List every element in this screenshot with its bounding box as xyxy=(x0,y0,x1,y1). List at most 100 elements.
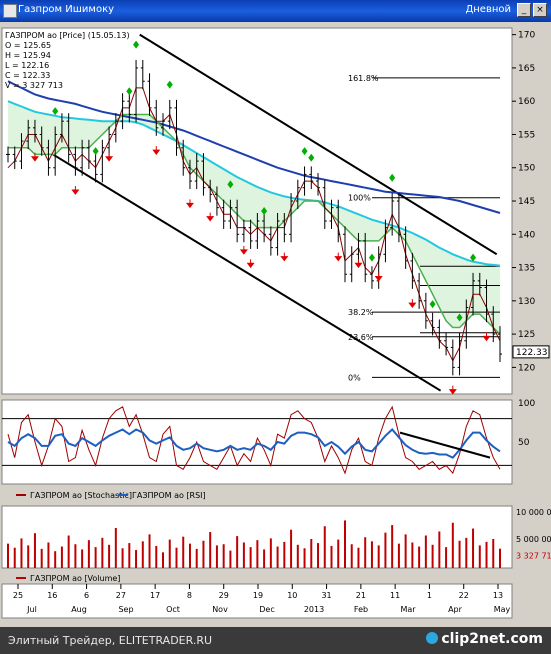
fib-level-label: 38.2% xyxy=(348,308,374,317)
month-label: Jul xyxy=(26,605,37,614)
day-label: 8 xyxy=(187,591,192,600)
price-ytick-label: 125 xyxy=(518,330,535,340)
fib-level-label: 0% xyxy=(348,373,361,382)
logo-icon xyxy=(426,632,439,644)
price-info-line: ГАЗПРОМ ао [Price] (15.05.13) xyxy=(5,31,130,40)
price-ytick-label: 145 xyxy=(518,197,535,207)
price-info-line: V = 3 327 713 xyxy=(5,81,63,90)
buy-signal-marker xyxy=(126,87,133,96)
price-ytick-label: 165 xyxy=(518,64,535,74)
day-label: 19 xyxy=(253,591,263,600)
buy-signal-marker xyxy=(456,313,463,322)
month-label: Feb xyxy=(354,605,368,614)
moving-average-light xyxy=(7,100,501,267)
month-label: Apr xyxy=(448,605,463,614)
price-ytick-label: 160 xyxy=(518,97,535,107)
month-label: 2013 xyxy=(304,605,324,614)
month-label: May xyxy=(494,605,511,614)
sell-signal-marker xyxy=(105,152,114,162)
price-ytick-label: 140 xyxy=(518,230,535,240)
kijun-line xyxy=(8,113,501,335)
minimize-button[interactable]: _ xyxy=(517,3,531,17)
volume-ytick-label: 10 000 000 xyxy=(516,508,551,517)
ichimoku-cloud xyxy=(8,101,500,335)
legend-stochastic-label: ГАЗПРОМ ао [Stochastic] xyxy=(30,491,132,500)
trend-channel-line xyxy=(139,33,498,256)
sell-signal-marker xyxy=(239,245,248,255)
volume-panel xyxy=(1,505,513,569)
buy-signal-marker xyxy=(301,147,308,156)
time-axis-panel xyxy=(1,583,513,619)
moving-average-dark xyxy=(7,80,501,214)
sell-signal-marker xyxy=(334,252,343,262)
day-label: 31 xyxy=(321,591,331,600)
buy-signal-marker xyxy=(227,180,234,189)
clip2net-logo: clip2net.com xyxy=(426,631,543,647)
sell-signal-marker xyxy=(152,146,161,155)
day-label: 29 xyxy=(219,591,229,600)
sell-signal-marker xyxy=(280,252,289,262)
buy-signal-marker xyxy=(389,173,396,182)
app-window: Газпром Ишимоку Дневной _ × 161.8% 100% 38… xyxy=(0,0,551,627)
price-ytick-label: 130 xyxy=(518,297,535,307)
volume-last-value: 3 327 713 xyxy=(516,552,551,561)
buy-signal-marker xyxy=(308,153,315,162)
price-ytick-label: 150 xyxy=(518,164,535,174)
day-label: 10 xyxy=(287,591,297,600)
fib-level-label: 161.8% xyxy=(348,74,379,83)
price-ytick-label: 135 xyxy=(518,264,535,274)
buy-signal-marker xyxy=(166,80,173,89)
chart-area: 161.8% 100% 38.2% 23.6% 0% ГАЗПРОМ ао [Price]… xyxy=(1,27,551,619)
sell-signal-marker xyxy=(482,332,491,342)
sell-signal-marker xyxy=(185,199,194,209)
buy-signal-marker xyxy=(261,207,268,215)
sell-signal-marker xyxy=(30,152,39,162)
price-ytick-label: 155 xyxy=(518,130,535,140)
price-info-line: L = 122.16 xyxy=(5,61,49,70)
month-label: Dec xyxy=(259,605,274,614)
oscillator-trend-line xyxy=(399,431,491,459)
close-button[interactable]: × xyxy=(533,3,547,17)
day-label: 17 xyxy=(150,591,160,600)
buy-signal-marker xyxy=(429,300,436,309)
footer-bar: Элитный Трейдер, ELITETRADER.RU clip2net… xyxy=(0,627,551,654)
sell-signal-marker xyxy=(354,259,363,269)
sell-signal-marker xyxy=(206,212,215,222)
last-price-box xyxy=(512,345,550,359)
day-label: 1 xyxy=(427,591,432,600)
month-label: Aug xyxy=(71,605,87,614)
footer-caption: Элитный Трейдер, ELITETRADER.RU xyxy=(8,634,213,647)
last-price-value: 122.33 xyxy=(516,348,548,358)
trend-channel-line xyxy=(52,153,442,392)
price-ytick-label: 120 xyxy=(518,363,535,373)
volume-ytick-label: 5 000 000 xyxy=(516,535,551,544)
buy-signal-marker xyxy=(92,147,99,156)
legend-rsi-label: ГАЗПРОМ ао [RSI] xyxy=(132,491,206,500)
title-bar: Газпром Ишимоку Дневной _ × xyxy=(0,0,551,22)
day-label: 22 xyxy=(459,591,469,600)
sell-signal-marker xyxy=(374,272,383,282)
price-info-line: O = 125.65 xyxy=(5,41,51,50)
oscillator-ytick-label: 50 xyxy=(518,438,530,448)
logo-text: clip2net.com xyxy=(441,631,543,647)
sell-signal-marker xyxy=(408,299,417,308)
day-label: 27 xyxy=(116,591,126,600)
month-label: Oct xyxy=(166,605,180,614)
oscillator-ytick-label: 100 xyxy=(518,399,535,409)
day-label: 13 xyxy=(493,591,503,600)
rsi-line xyxy=(7,428,501,459)
price-ytick-label: 170 xyxy=(518,31,535,41)
sell-signal-marker xyxy=(448,385,457,395)
buy-signal-marker xyxy=(470,253,477,262)
sell-signal-marker xyxy=(246,259,255,269)
tenkan-line xyxy=(7,87,501,362)
buy-signal-marker xyxy=(368,253,375,262)
month-label: Sep xyxy=(118,605,133,614)
day-label: 25 xyxy=(13,591,23,600)
fib-level-label: 100% xyxy=(348,194,371,203)
price-info-line: C = 122.33 xyxy=(5,71,50,80)
price-info-line: H = 125.94 xyxy=(5,51,51,60)
timeframe-label[interactable]: Дневной xyxy=(465,4,511,15)
legend-volume-label: ГАЗПРОМ ао [Volume] xyxy=(30,574,120,583)
month-label: Mar xyxy=(400,605,416,614)
